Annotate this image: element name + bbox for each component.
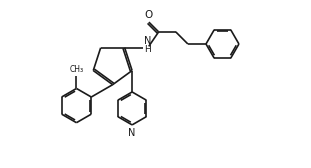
Text: CH₃: CH₃ xyxy=(69,65,84,74)
Text: H: H xyxy=(144,45,151,54)
Text: N: N xyxy=(128,128,136,138)
Text: O: O xyxy=(144,10,152,20)
Text: N: N xyxy=(144,36,151,46)
